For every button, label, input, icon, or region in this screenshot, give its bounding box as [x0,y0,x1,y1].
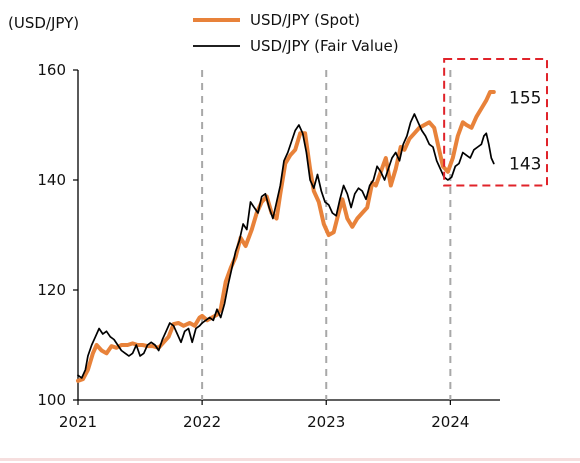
y-tick-label: 100 [37,391,66,409]
reference-lines-group [201,70,452,400]
y-axis-unit-label: (USD/JPY) [8,14,79,32]
highlight-box [443,58,549,187]
bottom-divider [0,458,580,461]
x-tick-label: 2023 [307,413,345,431]
series-group [76,90,496,383]
legend-group: USD/JPY (Spot) USD/JPY (Fair Value) [193,11,399,55]
legend-label-spot: USD/JPY (Spot) [250,11,360,29]
x-tick-label: 2022 [183,413,221,431]
series-line-fair-value [77,113,495,379]
legend-label-fair-value: USD/JPY (Fair Value) [250,37,399,55]
x-tick-label: 2021 [59,413,97,431]
y-tick-label: 120 [37,281,66,299]
overlay-group: 155 143 [443,58,549,187]
y-tick-label: 140 [37,171,66,189]
end-label-spot: 155 [509,89,541,109]
end-label-fair-value: 143 [509,155,541,175]
axes-group: 100 120 140 160 2021 2022 2023 2024 (USD/JPY) [8,14,500,431]
x-tick-label: 2024 [431,413,469,431]
series-line-spot [76,90,496,383]
y-tick-label: 160 [37,61,66,79]
